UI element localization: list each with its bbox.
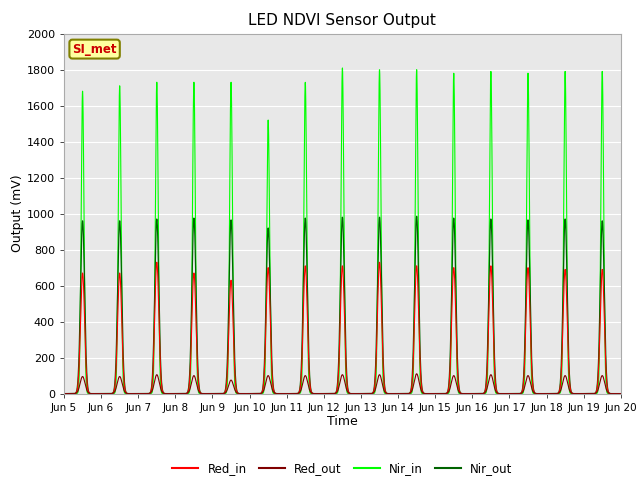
Red_in — [195, 386, 203, 392]
Nir_in — [270, 391, 278, 396]
Line: Red_in: Red_in — [64, 262, 621, 394]
Text: SI_met: SI_met — [72, 43, 117, 56]
Red_out — [189, 373, 197, 379]
Nir_in — [617, 391, 625, 396]
Nir_out — [612, 391, 620, 396]
Title: LED NDVI Sensor Output: LED NDVI Sensor Output — [248, 13, 436, 28]
Red_in — [617, 391, 625, 396]
Nir_out — [189, 223, 197, 229]
Y-axis label: Output (mV): Output (mV) — [11, 175, 24, 252]
Red_in — [153, 259, 161, 265]
Legend: Red_in, Red_out, Nir_in, Nir_out: Red_in, Red_out, Nir_in, Nir_out — [168, 457, 517, 480]
Red_out — [195, 389, 203, 395]
Nir_out — [60, 391, 68, 396]
Nir_out — [270, 387, 278, 393]
Nir_in — [310, 391, 317, 396]
Red_out — [270, 390, 278, 396]
Red_in — [612, 391, 620, 396]
Nir_out — [617, 391, 625, 396]
Red_in — [193, 332, 200, 337]
Line: Red_out: Red_out — [64, 374, 621, 394]
Red_in — [310, 391, 317, 396]
Nir_out — [193, 300, 200, 306]
Nir_out — [195, 384, 203, 390]
Red_out — [60, 391, 68, 396]
Red_in — [60, 391, 68, 396]
Line: Nir_out: Nir_out — [64, 216, 621, 394]
Nir_in — [612, 391, 620, 396]
Red_out — [617, 391, 625, 396]
Nir_in — [60, 391, 68, 396]
Nir_in — [339, 65, 346, 71]
Nir_in — [193, 312, 200, 318]
Red_out — [413, 371, 420, 377]
Red_out — [612, 391, 620, 396]
Red_out — [193, 380, 200, 385]
Red_in — [189, 274, 197, 280]
Red_out — [310, 391, 317, 396]
Nir_out — [310, 391, 317, 396]
Nir_out — [413, 214, 420, 219]
Nir_in — [189, 108, 197, 114]
X-axis label: Time: Time — [327, 415, 358, 429]
Red_in — [270, 388, 278, 394]
Line: Nir_in: Nir_in — [64, 68, 621, 394]
Nir_in — [195, 390, 203, 396]
